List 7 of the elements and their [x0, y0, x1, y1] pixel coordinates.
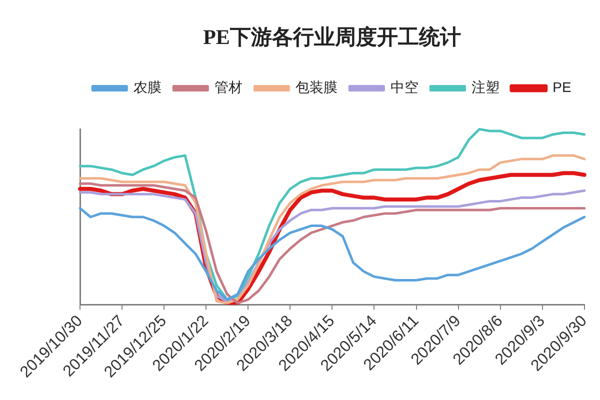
legend-label: 中空 [390, 79, 419, 96]
legend-label: 管材 [214, 79, 243, 96]
chart-title: PE下游各行业周度开工统计 [203, 25, 461, 50]
legend-label: 注塑 [472, 79, 500, 96]
legend-label: 农膜 [134, 79, 162, 96]
legend-label: PE [552, 79, 572, 96]
legend-label: 包装膜 [296, 79, 338, 96]
